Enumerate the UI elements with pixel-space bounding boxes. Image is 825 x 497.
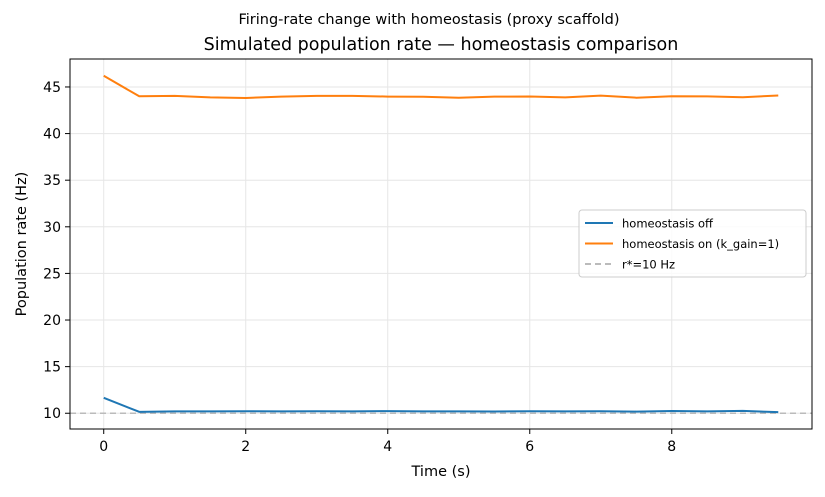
- x-axis-ticks: 0 2 4 6 8: [99, 429, 676, 455]
- series-line: [103, 74, 779, 99]
- legend: homeostasis off homeostasis on (k_gain=1)…: [578, 209, 807, 278]
- x-tick-label: 2: [241, 439, 250, 455]
- chart-title: Simulated population rate — homeostasis …: [204, 35, 679, 55]
- y-tick-label: 45: [43, 80, 61, 96]
- y-axis-ticks: 10 15 20 25 30 35 40 45: [43, 80, 70, 422]
- x-axis-label: Time (s): [411, 464, 471, 480]
- figure-suptitle: Firing-rate change with homeostasis (pro…: [238, 12, 619, 28]
- legend-label: r*=10 Hz: [622, 258, 675, 272]
- y-axis-label: Population rate (Hz): [14, 172, 30, 317]
- legend-box: [578, 209, 807, 278]
- legend-label: homeostasis on (k_gain=1): [622, 237, 779, 251]
- series-lines: [103, 74, 779, 414]
- x-tick-label: 4: [383, 439, 392, 455]
- plot-frame: [69, 58, 813, 430]
- y-tick-label: 15: [43, 360, 61, 376]
- y-tick-label: 10: [43, 406, 61, 422]
- y-tick-label: 20: [43, 313, 61, 329]
- y-tick-label: 35: [43, 173, 61, 189]
- y-tick-label: 40: [43, 127, 61, 143]
- x-tick-label: 8: [667, 439, 676, 455]
- y-tick-label: 30: [43, 220, 61, 236]
- y-tick-label: 25: [43, 266, 61, 282]
- series-line: [103, 396, 779, 414]
- legend-label: homeostasis off: [622, 217, 714, 231]
- x-tick-label: 0: [99, 439, 108, 455]
- x-tick-label: 6: [525, 439, 534, 455]
